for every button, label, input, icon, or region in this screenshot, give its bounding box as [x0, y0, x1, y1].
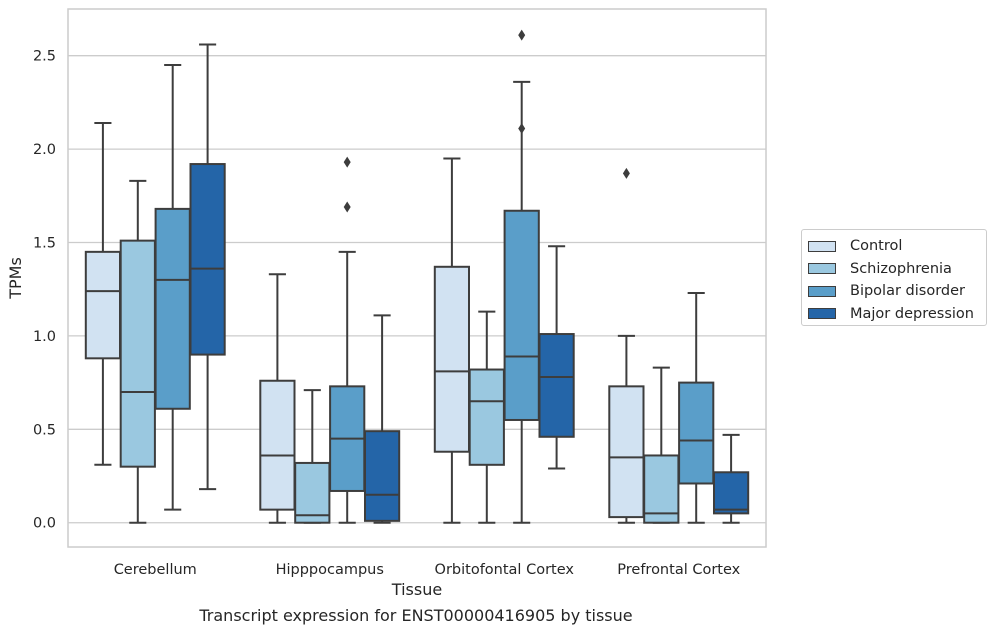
- outlier-point: [518, 123, 526, 135]
- legend-item: Bipolar disorder: [808, 280, 986, 303]
- legend-swatch: [808, 285, 836, 297]
- outlier-point: [343, 201, 351, 213]
- legend-item: Control: [808, 235, 986, 258]
- y-tick-label: 1.5: [33, 236, 56, 252]
- box-control: [433, 157, 471, 524]
- box-major-depression: [538, 245, 575, 470]
- legend-label: Control: [850, 238, 903, 255]
- box-bipolar-disorder: [503, 29, 540, 524]
- y-axis-label: TPMs: [6, 257, 25, 300]
- box-major-depression: [189, 43, 226, 491]
- x-tick-labels: Cerebellum Hipppocampus Orbitofontal Corte…: [114, 562, 741, 578]
- x-tick-label: Cerebellum: [114, 562, 197, 578]
- box-schizophrenia: [643, 366, 680, 524]
- box-control: [84, 121, 122, 466]
- x-tick-label: Prefrontal Cortex: [617, 562, 740, 578]
- box: [468, 368, 505, 466]
- box-schizophrenia: [119, 179, 156, 524]
- box-schizophrenia: [468, 310, 505, 524]
- box: [538, 333, 575, 438]
- legend-label: Schizophrenia: [850, 260, 952, 277]
- box: [363, 430, 401, 522]
- box: [154, 207, 191, 410]
- x-tick-label: Hipppocampus: [276, 562, 384, 578]
- plot-frame: [67, 8, 767, 548]
- box-control: [259, 273, 296, 524]
- box: [503, 209, 540, 421]
- x-axis-label: Tissue: [391, 580, 442, 599]
- legend: Control Schizophrenia Bipolar disorder Majo…: [801, 229, 987, 326]
- box: [259, 379, 296, 511]
- outlier-point: [343, 156, 351, 168]
- box: [294, 461, 331, 524]
- box: [433, 265, 471, 453]
- box: [678, 381, 715, 485]
- legend-item: Major depression: [808, 303, 986, 326]
- legend-swatch: [808, 308, 836, 320]
- legend-label: Major depression: [850, 305, 974, 322]
- legend-swatch: [808, 240, 836, 252]
- box: [643, 454, 680, 524]
- y-tick-label: 2.5: [33, 49, 56, 65]
- box-control: [608, 167, 645, 524]
- box: [712, 471, 750, 515]
- x-tick-label: Orbitofontal Cortex: [435, 562, 575, 578]
- box: [608, 385, 645, 519]
- y-tick-label: 0.0: [33, 516, 56, 532]
- box-major-depression: [712, 433, 750, 524]
- box: [189, 163, 226, 356]
- box-bipolar-disorder: [678, 291, 715, 524]
- box: [84, 250, 122, 360]
- box-bipolar-disorder: [154, 64, 191, 511]
- y-tick-labels: 0.0 0.5 1.0 1.5 2.0 2.5: [33, 49, 56, 532]
- y-tick-label: 0.5: [33, 422, 56, 438]
- y-tick-label: 1.0: [33, 329, 56, 345]
- outlier-point: [518, 29, 526, 41]
- legend-item: Schizophrenia: [808, 258, 986, 281]
- outlier-point: [622, 167, 630, 179]
- legend-swatch: [808, 263, 836, 275]
- box-major-depression: [363, 314, 401, 524]
- box: [119, 239, 156, 468]
- box-series: [84, 29, 750, 524]
- box-bipolar-disorder: [329, 156, 366, 524]
- box-schizophrenia: [294, 389, 331, 524]
- legend-label: Bipolar disorder: [850, 283, 965, 300]
- chart-caption: Transcript expression for ENST0000041690…: [199, 606, 633, 625]
- y-tick-label: 2.0: [33, 142, 56, 158]
